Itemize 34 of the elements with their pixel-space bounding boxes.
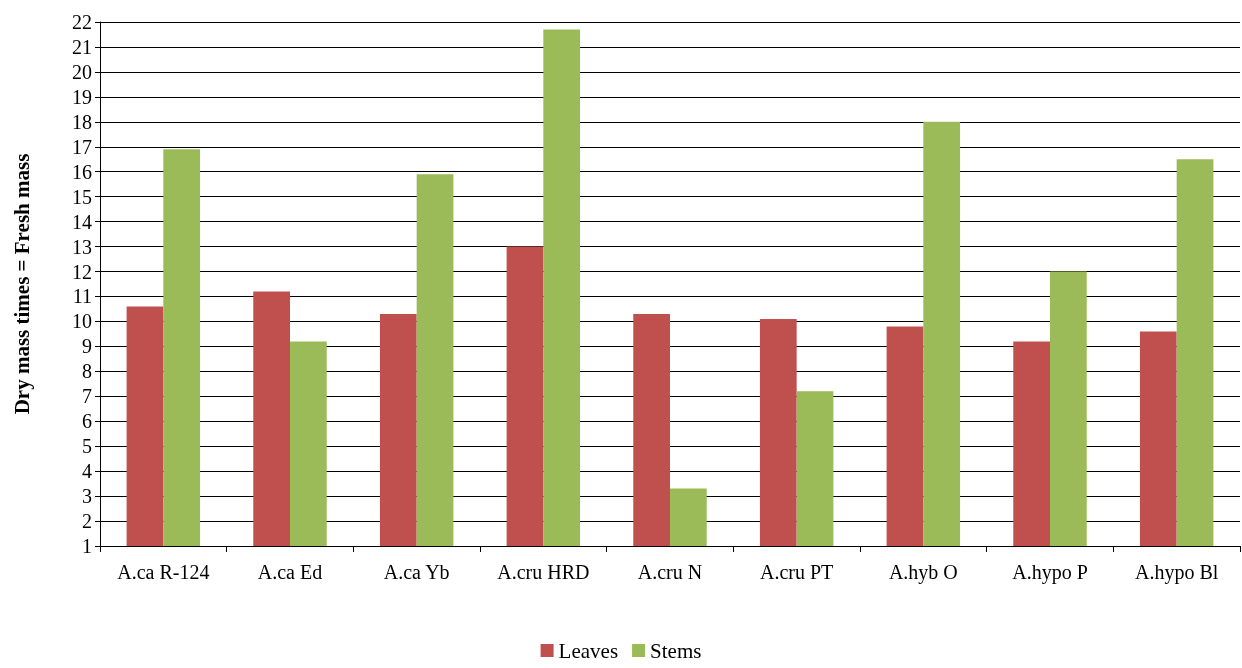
y-tick-label: 3 [82,485,92,508]
legend-label: Leaves [558,638,619,663]
y-tick-label: 12 [72,260,92,283]
y-tick-label: 4 [82,460,92,483]
x-tick-label: A.ca Ed [257,561,323,583]
legend-label: Stems [650,638,702,663]
y-tick-label: 14 [72,210,92,233]
y-tick-label: 1 [82,535,92,557]
y-tick-label: 20 [72,60,92,83]
x-tick-label: A.cru PT [760,561,834,583]
y-tick-label: 16 [72,160,92,183]
y-tick-label: 18 [72,110,92,133]
y-tick-label: 22 [72,11,92,33]
y-tick-label: 19 [72,85,92,108]
y-tick-label: 17 [72,135,92,158]
y-tick-label: 9 [82,335,92,358]
x-tick-label: A.hypo P [1012,561,1088,584]
y-tick-label: 13 [72,235,92,258]
y-tick-label: 10 [72,310,92,333]
y-tick-label: 7 [82,385,92,408]
y-tick-label: 5 [82,435,92,458]
x-tick-label: A.hyb O [888,561,958,584]
y-tick-label: 15 [72,185,92,208]
x-tick-label: A.ca R-124 [117,561,210,583]
y-tick-label: 21 [72,35,92,58]
x-tick-label: A.hypo Bl [1134,561,1219,584]
y-tick-label: 8 [82,360,92,383]
y-tick-label: 11 [72,285,92,308]
x-tick-label: A.cru HRD [497,561,590,583]
y-axis-title: Dry mass times = Fresh mass [9,153,34,415]
y-tick-label: 6 [82,410,92,433]
x-tick-label: A.ca Yb [383,561,450,583]
x-tick-label: A.cru N [637,561,703,583]
y-tick-label: 2 [82,510,92,533]
